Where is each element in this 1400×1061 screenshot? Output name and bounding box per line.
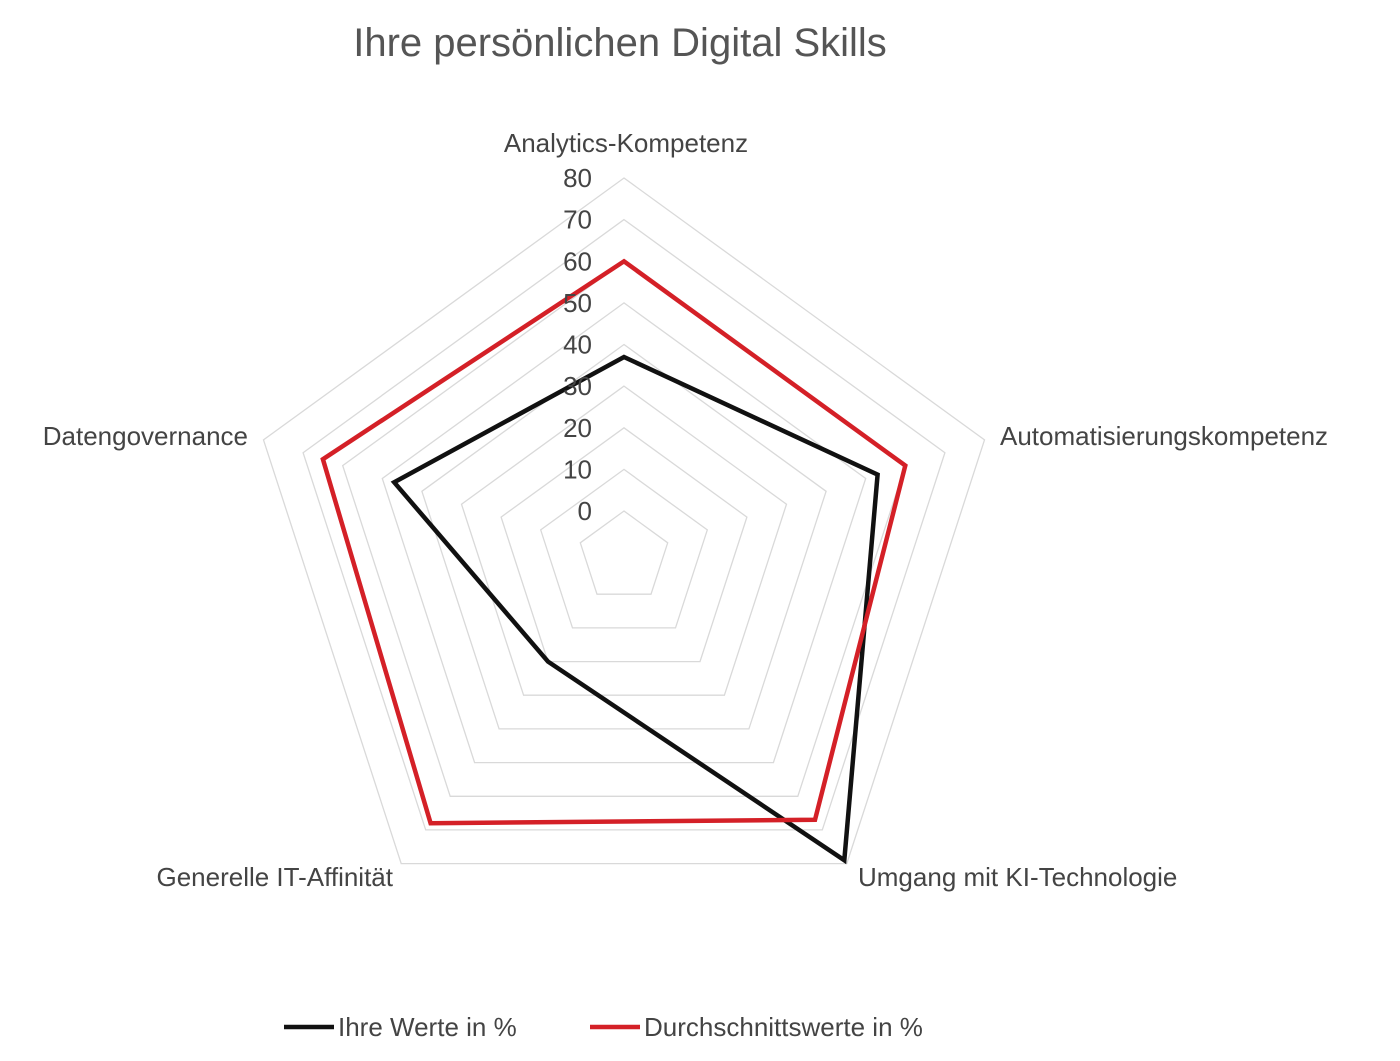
legend: Ihre Werte in % Durchschnittswerte in % (284, 1012, 923, 1042)
radar-tick-labels: 0 10 20 30 40 50 60 70 80 (563, 163, 592, 526)
axis-label-3: Generelle IT-Affinität (156, 862, 393, 892)
radar-series (320, 258, 908, 865)
grid-ring-20 (500, 426, 748, 663)
series-line-0 (390, 354, 880, 865)
grid-ring-70 (302, 218, 946, 831)
tick-label-70: 70 (563, 205, 592, 235)
axis-label-2: Umgang mit KI-Technologie (858, 862, 1177, 892)
tick-label-50: 50 (563, 288, 592, 318)
tick-label-30: 30 (563, 371, 592, 401)
tick-label-80: 80 (563, 163, 592, 193)
grid-ring-40 (421, 343, 827, 730)
axis-label-1: Automatisierungskompetenz (1000, 421, 1328, 451)
grid-ring-0 (579, 510, 669, 595)
legend-label-1: Durchschnittswerte in % (644, 1012, 923, 1042)
tick-label-40: 40 (563, 330, 592, 360)
axis-label-0: Analytics-Kompetenz (504, 128, 748, 158)
tick-label-60: 60 (563, 246, 592, 276)
chart-title: Ihre persönlichen Digital Skills (353, 21, 887, 65)
axis-label-4: Datengovernance (43, 421, 248, 451)
tick-label-20: 20 (563, 413, 592, 443)
series-line-1 (320, 258, 908, 826)
radar-grid (262, 177, 986, 865)
tick-label-0: 0 (578, 496, 592, 526)
grid-ring-80 (262, 177, 986, 865)
grid-ring-30 (460, 385, 788, 696)
grid-ring-10 (539, 468, 709, 629)
radar-axis-labels: Analytics-Kompetenz Automatisierungskompe… (43, 128, 1328, 892)
legend-label-0: Ihre Werte in % (338, 1012, 517, 1042)
grid-ring-60 (341, 260, 907, 797)
tick-label-10: 10 (563, 454, 592, 484)
